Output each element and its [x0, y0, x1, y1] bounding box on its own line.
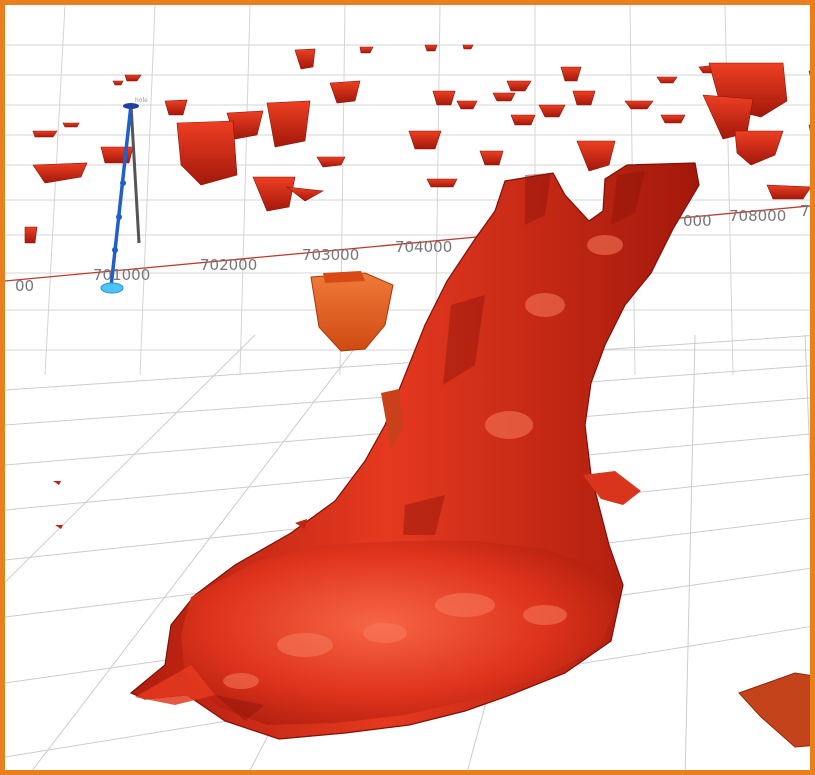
- drillhole-collar[interactable]: [100, 282, 124, 294]
- axis-tick-label: 708000: [729, 207, 786, 225]
- axis-tick-label: 000: [683, 212, 712, 230]
- 3d-viewport[interactable]: 00 701000 702000 703000 704000 000 70800…: [5, 5, 815, 775]
- axis-tick-label: 00: [15, 277, 34, 295]
- orange-body[interactable]: [310, 271, 394, 352]
- main-orebody[interactable]: [53, 162, 700, 740]
- axis-tick-label: 702000: [200, 256, 257, 274]
- scattered-bodies[interactable]: [24, 44, 815, 244]
- axis-tick-label: 703000: [302, 246, 359, 264]
- edge-body[interactable]: [738, 672, 815, 748]
- drillhole[interactable]: hole: [100, 97, 148, 294]
- axis-tick-label: 704000: [395, 238, 452, 256]
- axis-tick-label: 701000: [93, 266, 150, 284]
- easting-axis: 00 701000 702000 703000 704000 000 70800…: [5, 202, 815, 295]
- drillhole-label: hole: [135, 97, 148, 104]
- axis-tick-label: 70: [800, 202, 815, 220]
